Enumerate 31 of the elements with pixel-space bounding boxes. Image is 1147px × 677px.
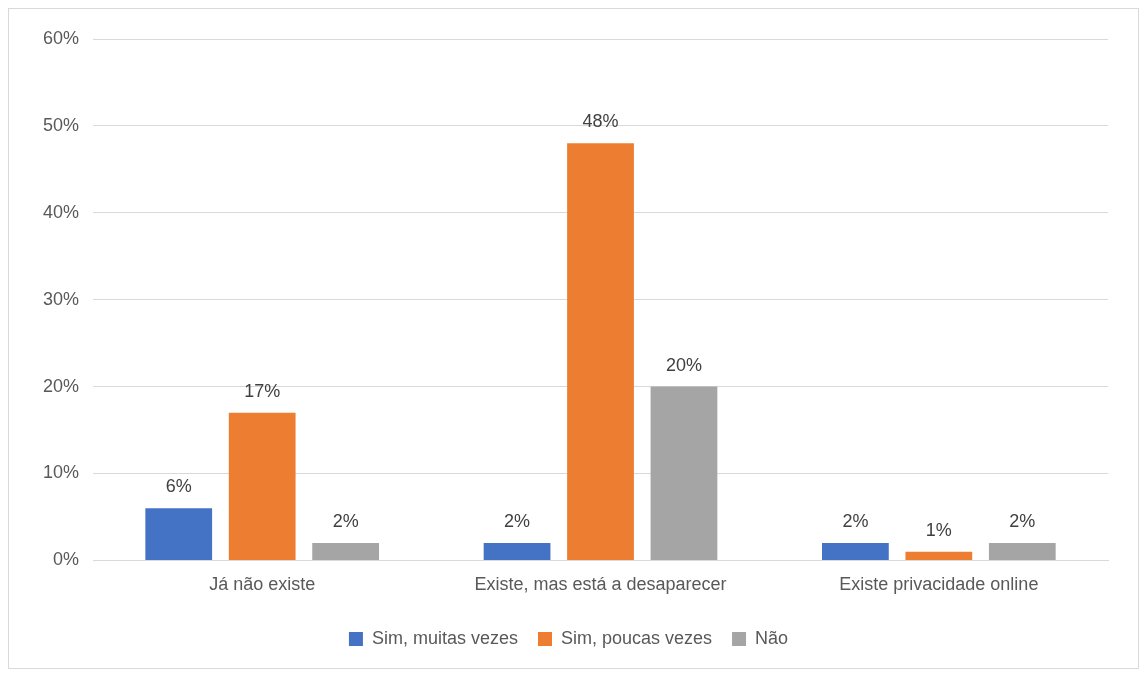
data-label: 6% <box>165 476 192 497</box>
bar <box>822 543 889 560</box>
y-tick-label: 0% <box>53 549 80 570</box>
data-label: 48% <box>582 111 619 132</box>
bar <box>650 386 718 560</box>
legend-label: Sim, muitas vezes <box>371 627 518 648</box>
data-label: 2% <box>842 510 869 531</box>
bar <box>988 543 1056 560</box>
bar <box>312 543 380 560</box>
bar <box>228 412 296 560</box>
y-tick-label: 50% <box>43 114 80 135</box>
bar <box>567 143 634 560</box>
y-tick-label: 40% <box>43 201 80 222</box>
bar <box>145 508 213 560</box>
data-label: 1% <box>925 519 952 540</box>
bar <box>483 543 551 560</box>
bar <box>905 551 973 560</box>
legend-label: Sim, poucas vezes <box>560 627 713 648</box>
legend-label: Não <box>755 627 789 648</box>
y-tick-label: 10% <box>43 462 80 483</box>
data-label: 2% <box>504 510 531 531</box>
y-tick-label: 60% <box>43 27 80 48</box>
x-tick-label: Já não existe <box>209 574 316 595</box>
data-label: 20% <box>665 354 702 375</box>
data-label: 2% <box>332 510 359 531</box>
x-tick-label: Existe, mas está a desaparecer <box>474 574 727 595</box>
y-tick-label: 30% <box>43 288 80 309</box>
data-label: 2% <box>1009 510 1036 531</box>
data-label: 17% <box>244 380 281 401</box>
y-tick-label: 20% <box>43 375 80 396</box>
x-tick-label: Existe privacidade online <box>839 574 1039 595</box>
